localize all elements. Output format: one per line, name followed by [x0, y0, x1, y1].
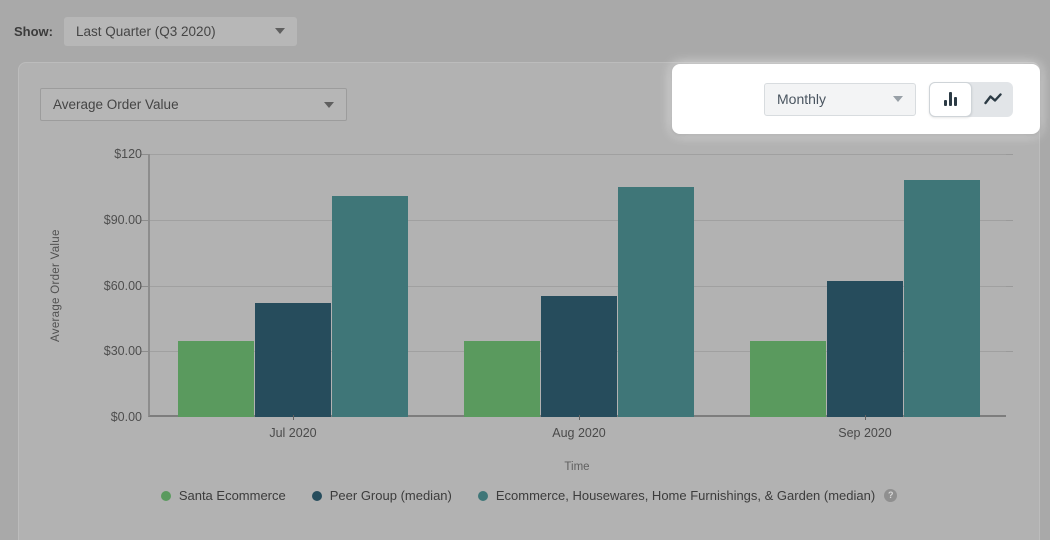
top-bar: Show: Last Quarter (Q3 2020) — [0, 0, 1050, 62]
y-axis-tick — [1006, 285, 1013, 287]
gridline — [150, 285, 1006, 287]
x-tick-label: Aug 2020 — [552, 426, 606, 440]
legend-item: Santa Ecommerce — [160, 488, 286, 503]
line-chart-toggle-button[interactable] — [972, 82, 1013, 117]
legend-dot-icon — [477, 490, 488, 501]
y-axis-tick — [1006, 219, 1013, 221]
help-icon[interactable]: ? — [884, 489, 898, 502]
show-label: Show: — [14, 23, 53, 39]
legend-label: Santa Ecommerce — [178, 488, 286, 503]
bar — [332, 195, 408, 417]
y-axis-tick — [141, 351, 149, 353]
y-tick-label: $0.00 — [110, 410, 142, 424]
bar — [178, 341, 254, 417]
x-axis-tick — [579, 415, 580, 420]
bar — [464, 341, 540, 417]
chart-type-toggle — [929, 81, 1013, 117]
plot-area: $0.00 $30.00 $60.00 $90.00 $120 Jul 2020 Aug 2… — [104, 147, 1013, 440]
legend-dot-icon — [160, 490, 171, 501]
gridline — [150, 219, 1006, 221]
gridline — [150, 154, 1006, 155]
legend-label: Peer Group (median) — [329, 488, 452, 503]
bar — [618, 186, 694, 417]
metric-dropdown-value: Average Order Value — [53, 97, 179, 112]
chevron-down-icon — [324, 101, 334, 108]
x-tick-label: Sep 2020 — [838, 426, 892, 440]
bar-chart-toggle-button[interactable] — [929, 81, 972, 117]
period-dropdown-value: Last Quarter (Q3 2020) — [76, 23, 216, 39]
chevron-down-icon — [893, 96, 903, 102]
bar — [827, 281, 903, 417]
chevron-down-icon — [275, 28, 285, 34]
legend-label: Ecommerce, Housewares, Home Furnishings,… — [495, 488, 876, 503]
x-tick-label: Jul 2020 — [269, 426, 317, 440]
interval-dropdown-value: Monthly — [777, 91, 827, 107]
interval-dropdown[interactable]: Monthly — [764, 82, 916, 116]
bar — [255, 303, 331, 417]
bar — [750, 341, 826, 417]
x-axis-title: Time — [564, 461, 590, 473]
metric-dropdown[interactable]: Average Order Value — [40, 88, 347, 121]
bar — [904, 180, 980, 417]
legend-item: Ecommerce, Housewares, Home Furnishings,… — [477, 488, 898, 503]
legend-dot-icon — [311, 490, 322, 501]
line-chart-icon — [983, 93, 1002, 105]
y-tick-label: $120 — [114, 147, 142, 161]
y-axis-tick — [1006, 351, 1013, 353]
bar-chart-icon — [944, 92, 957, 106]
period-dropdown[interactable]: Last Quarter (Q3 2020) — [64, 16, 297, 46]
bar — [541, 296, 617, 417]
spotlight-highlight: Monthly — [672, 64, 1040, 134]
x-axis-tick — [293, 415, 294, 420]
y-tick-label: $30.00 — [103, 344, 142, 359]
y-tick-label: $90.00 — [103, 212, 142, 227]
x-axis-tick — [865, 415, 866, 420]
y-tick-label: $60.00 — [103, 278, 142, 293]
y-axis-tick — [141, 285, 149, 287]
y-axis-tick — [141, 219, 149, 221]
legend-item: Peer Group (median) — [311, 488, 452, 503]
y-axis-tick — [141, 154, 149, 155]
chart-legend: Santa Ecommerce Peer Group (median) Ecomme… — [18, 488, 1040, 503]
y-axis-tick — [1006, 154, 1013, 155]
